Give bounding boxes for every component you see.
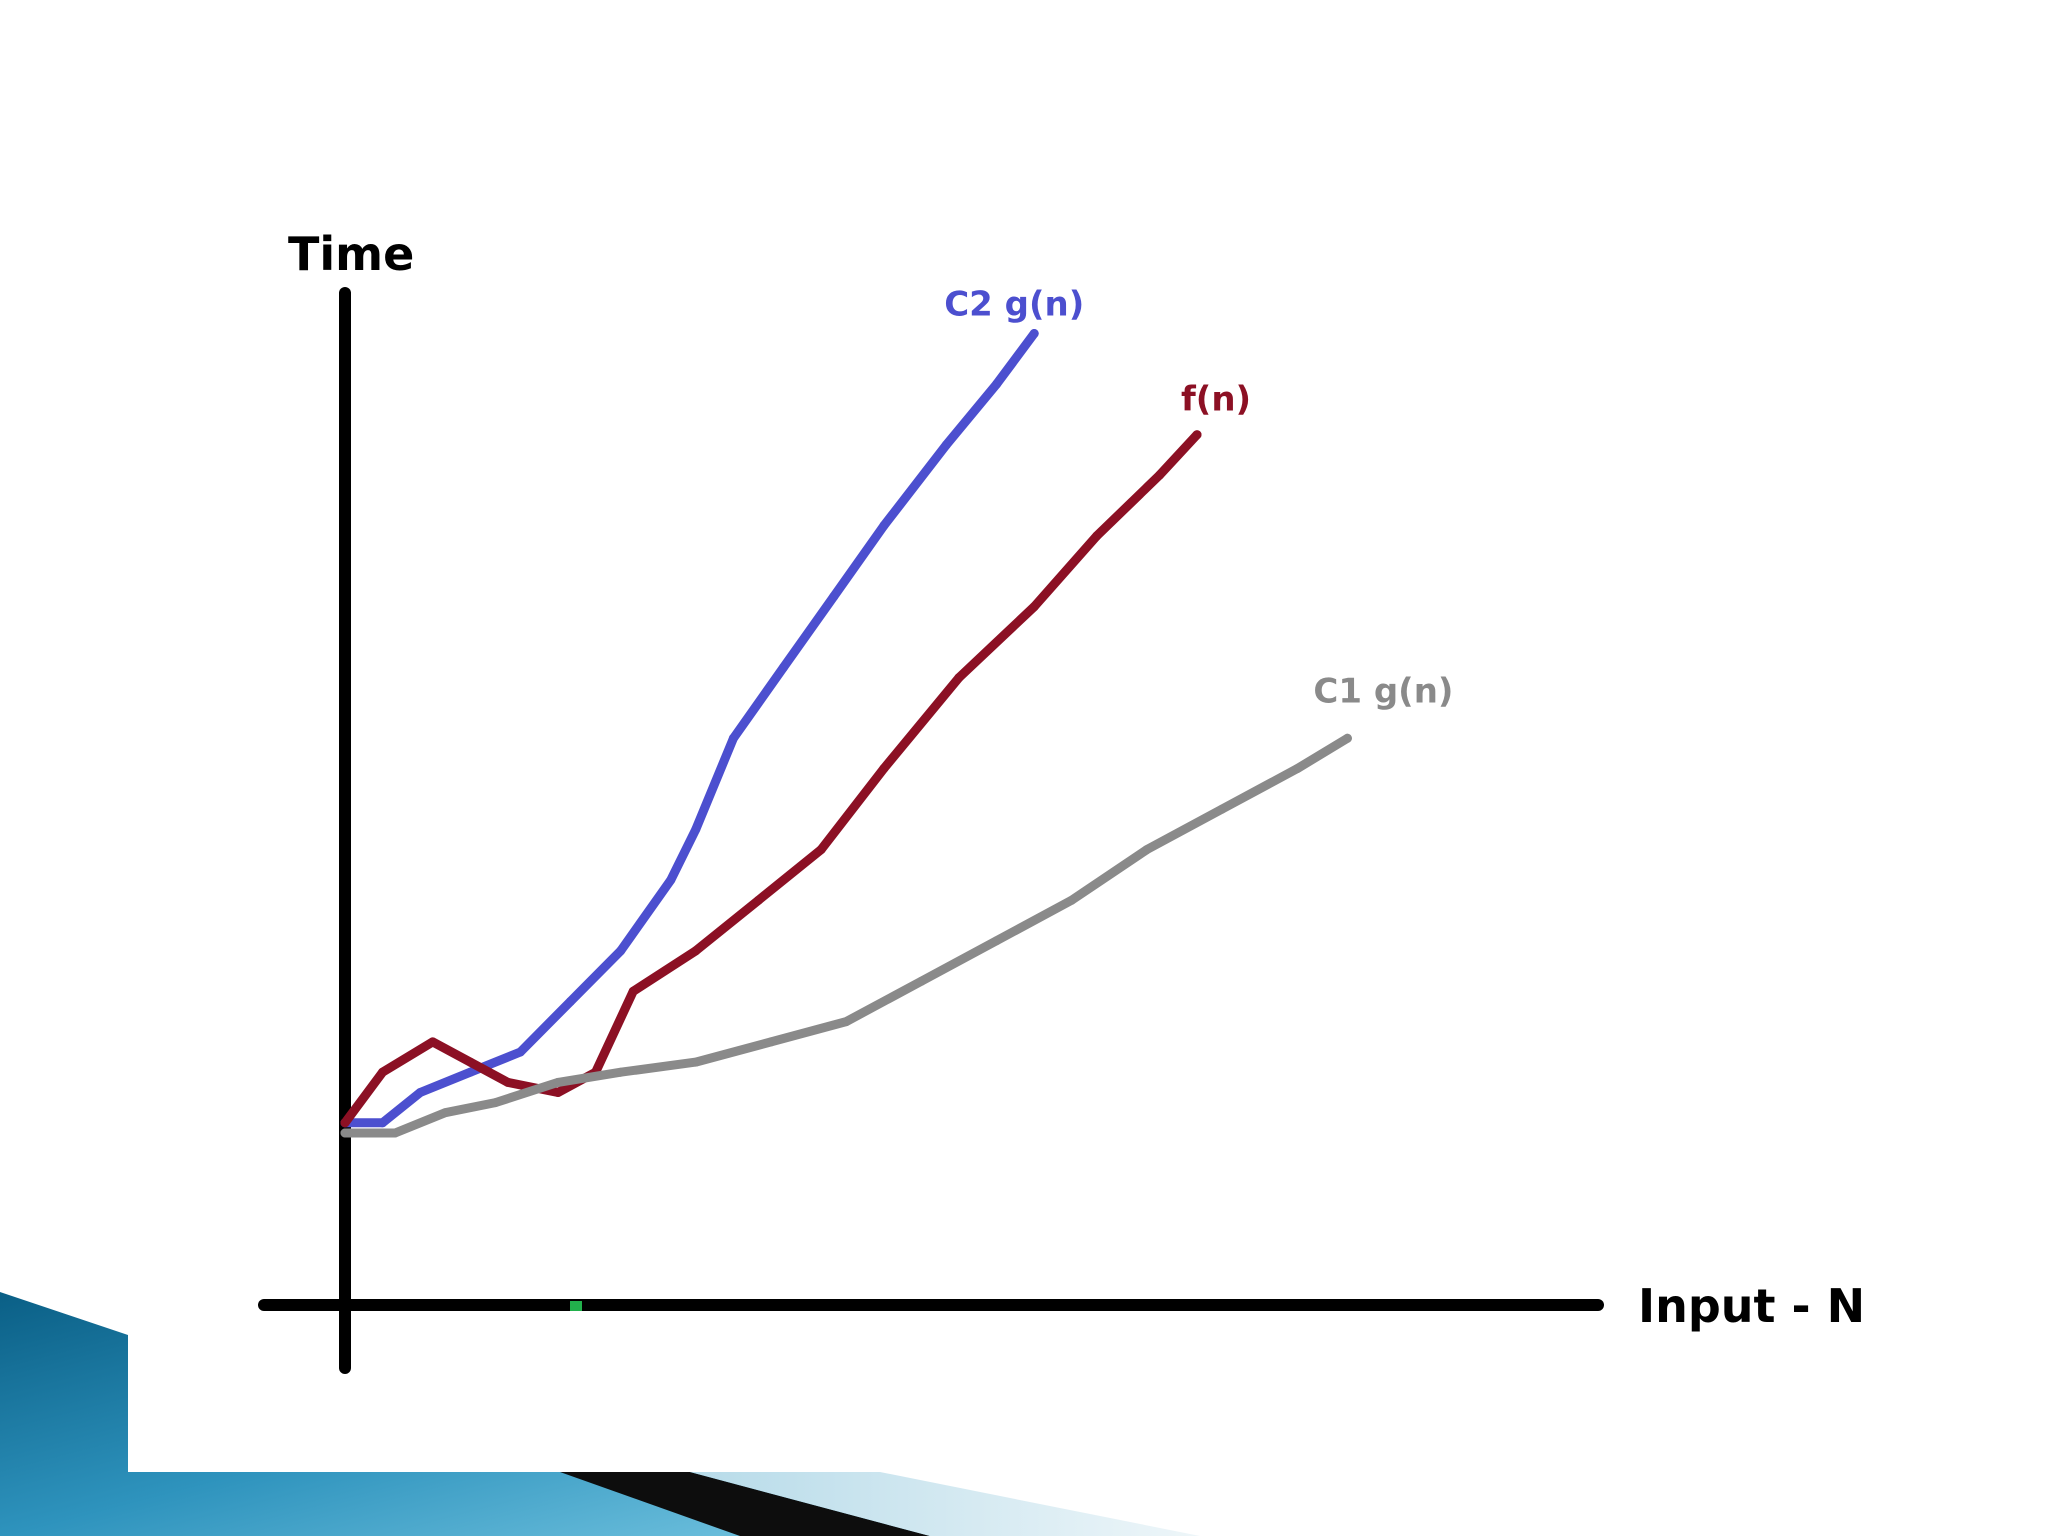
series-point-f-n-9	[754, 895, 763, 905]
series-point-f-n-0	[340, 1118, 350, 1128]
series-point-c1-g-n-3	[490, 1098, 500, 1108]
series-point-c1-g-n-0	[340, 1128, 350, 1138]
series-point-c2-g-n-10	[779, 662, 788, 672]
series-point-c1-g-n-1	[390, 1128, 400, 1138]
series-point-c1-g-n-9	[916, 976, 926, 986]
series-point-c1-g-n-13	[1217, 804, 1227, 814]
series-point-c1-g-n-4	[553, 1077, 563, 1087]
series-point-c1-g-n-15	[1342, 733, 1352, 743]
series-label-f-n: f(n)	[1181, 380, 1251, 420]
series-point-f-n-14	[1092, 531, 1102, 541]
series-point-c2-g-n-12	[879, 521, 889, 531]
series-point-c2-g-n-4	[515, 1047, 525, 1057]
series-point-c2-g-n-11	[829, 592, 839, 602]
x-axis-title: Input - N	[1638, 1279, 1865, 1333]
series-layer: C2 g(n) f(n) C1 g(n)	[340, 285, 1453, 1138]
series-point-f-n-12	[954, 673, 964, 683]
series-point-f-n-5	[553, 1088, 563, 1097]
series-line-c2-g-n	[340, 329, 1039, 1128]
series-point-c2-g-n-5	[566, 996, 575, 1006]
series-point-c1-g-n-7	[766, 1037, 776, 1047]
series-point-f-n-2	[428, 1037, 438, 1047]
series-point-f-n-3	[465, 1057, 475, 1067]
series-point-f-n-7	[628, 986, 638, 996]
series-point-c2-g-n-14	[992, 379, 1002, 389]
series-point-f-n-8	[691, 946, 701, 956]
series-point-f-n-10	[816, 845, 826, 855]
series-point-c1-g-n-6	[691, 1057, 701, 1067]
series-point-f-n-11	[879, 764, 889, 774]
series-point-f-n-16	[1192, 430, 1202, 440]
series-label-c2-g-n: C2 g(n)	[944, 285, 1084, 325]
series-point-f-n-13	[1029, 602, 1039, 612]
series-point-c2-g-n-15	[1029, 329, 1039, 338]
series-point-c2-g-n-1	[378, 1118, 388, 1128]
series-line-c1-g-n	[340, 733, 1352, 1138]
series-point-c1-g-n-14	[1292, 764, 1302, 774]
series-point-c2-g-n-2	[415, 1088, 425, 1097]
series-point-f-n-15	[1155, 470, 1164, 480]
series-point-c2-g-n-3	[465, 1067, 475, 1077]
series-point-c1-g-n-2	[440, 1108, 450, 1118]
series-point-c2-g-n-13	[941, 440, 951, 450]
series-point-c2-g-n-7	[666, 875, 676, 885]
series-point-c1-g-n-12	[1142, 845, 1152, 855]
series-point-c2-g-n-8	[691, 824, 701, 834]
series-point-c2-g-n-9	[728, 733, 738, 743]
series-label-c1-g-n: C1 g(n)	[1313, 671, 1453, 711]
series-point-c1-g-n-5	[616, 1067, 626, 1077]
series-point-c2-g-n-6	[616, 946, 626, 956]
y-axis-title: Time	[288, 227, 414, 281]
series-point-c1-g-n-11	[1067, 895, 1077, 905]
series-point-f-n-4	[503, 1077, 513, 1087]
x-axis-marker	[570, 1301, 582, 1311]
series-point-f-n-1	[378, 1067, 388, 1077]
series-point-c1-g-n-8	[841, 1017, 851, 1027]
series-point-c1-g-n-10	[992, 936, 1002, 946]
